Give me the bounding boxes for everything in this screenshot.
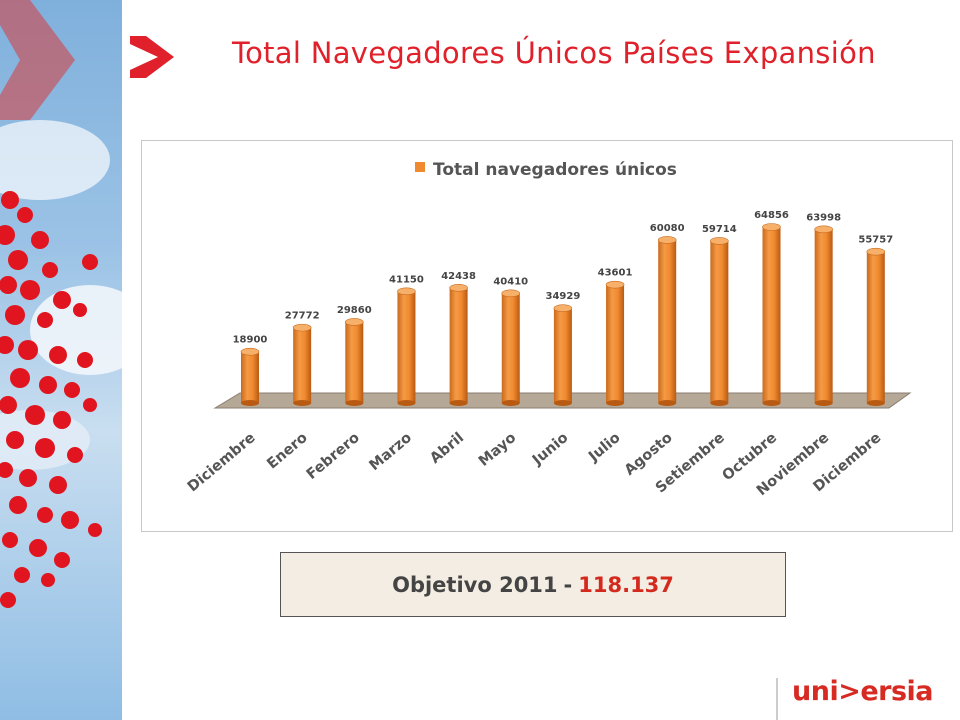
objetivo-separator: - — [563, 572, 573, 597]
bar — [292, 323, 312, 406]
bar — [449, 284, 468, 406]
bar-top — [345, 318, 364, 326]
bar-base — [553, 400, 572, 406]
bar-body — [762, 227, 781, 403]
bar-body — [345, 321, 364, 403]
bar-top — [449, 284, 468, 292]
bar-body — [397, 291, 416, 403]
bar-body — [658, 239, 677, 403]
bar — [814, 225, 833, 406]
bar-top — [553, 304, 573, 313]
footer-divider — [776, 678, 778, 720]
chart-bars — [240, 223, 886, 406]
bar-top — [657, 236, 677, 244]
x-tick-label: Junio — [529, 430, 571, 469]
bar-base — [241, 400, 259, 406]
bar-base — [606, 400, 625, 406]
bar-body — [606, 284, 625, 403]
bar-top — [605, 280, 625, 289]
bar-base — [293, 400, 312, 406]
bar-base — [710, 400, 729, 406]
data-label: 18900 — [233, 335, 268, 346]
x-tick-label: Abril — [427, 430, 467, 467]
bar-chart: Total navegadores únicos 18900 27772 29860… — [185, 160, 912, 499]
bar — [657, 236, 677, 406]
legend-label: Total navegadores únicos — [433, 160, 677, 180]
universia-logo: uni>ersia — [792, 676, 934, 707]
bar — [553, 304, 573, 406]
bar-top — [501, 289, 521, 298]
balloons-decoration — [0, 0, 122, 608]
bar-base — [345, 400, 364, 406]
bar-top — [240, 347, 260, 356]
bar-body — [710, 240, 729, 403]
data-label: 63998 — [806, 212, 841, 223]
bar-top — [762, 223, 781, 231]
x-tick-label: Marzo — [367, 430, 415, 474]
data-label: 40410 — [493, 276, 528, 287]
data-label: 42438 — [441, 271, 476, 282]
bar-body — [553, 308, 572, 403]
chart-legend: Total navegadores únicos — [415, 160, 677, 180]
bar-top — [710, 237, 729, 245]
data-label: 60080 — [650, 223, 685, 234]
bar-top — [397, 287, 416, 296]
bar — [710, 237, 729, 406]
bar-body — [293, 327, 312, 403]
bar-body — [241, 351, 259, 403]
bar — [866, 247, 886, 406]
x-tick-label: Febrero — [304, 430, 363, 483]
data-label: 64856 — [754, 210, 789, 221]
data-label: 59714 — [702, 224, 737, 235]
bar-body — [501, 293, 520, 403]
data-label: 55757 — [858, 235, 893, 246]
bar — [605, 280, 625, 406]
bar-base — [866, 400, 885, 406]
bar-top — [814, 225, 833, 234]
chart-data-labels: 18900 27772 29860 41150 42438 40410 34929 43601… — [233, 210, 894, 346]
x-tick-label: Diciembre — [185, 430, 259, 496]
bar-top — [866, 247, 886, 256]
bar-base — [658, 400, 677, 406]
data-label: 29860 — [337, 305, 372, 316]
bar-body — [866, 251, 885, 403]
data-label: 43601 — [598, 268, 633, 279]
bar — [240, 347, 260, 406]
objetivo-box: Objetivo 2011 - 118.137 — [280, 552, 786, 617]
bar-base — [449, 400, 468, 406]
bar-base — [814, 400, 833, 406]
x-tick-label: Julio — [585, 430, 623, 466]
side-decorative-photo — [0, 0, 122, 720]
objetivo-value: 118.137 — [578, 572, 674, 597]
data-label: 34929 — [546, 291, 581, 302]
bar-body — [449, 287, 468, 403]
legend-swatch — [415, 162, 425, 172]
bar — [501, 289, 521, 406]
bar-base — [762, 400, 781, 406]
x-tick-label: Mayo — [476, 430, 519, 470]
bar — [345, 318, 364, 406]
page-title: Total Navegadores Únicos Países Expansió… — [232, 36, 876, 70]
data-label: 27772 — [285, 311, 320, 322]
data-label: 41150 — [389, 274, 424, 285]
x-tick-label: Enero — [264, 430, 310, 473]
bar-top — [292, 323, 312, 332]
bar-body — [814, 229, 833, 403]
chevron-logo-icon — [130, 36, 174, 78]
bar — [397, 287, 416, 406]
objetivo-label: Objetivo 2011 — [392, 572, 558, 597]
bar-base — [501, 400, 520, 406]
bar-base — [397, 400, 416, 406]
chart-container: Total navegadores únicos 18900 27772 29860… — [141, 140, 953, 532]
bar — [762, 223, 781, 406]
